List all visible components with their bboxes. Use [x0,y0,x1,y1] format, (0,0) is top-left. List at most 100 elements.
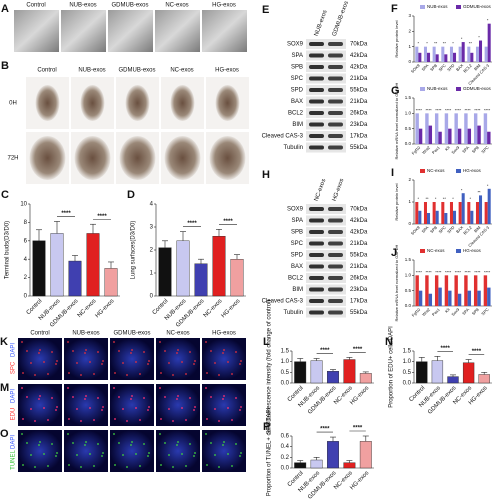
significance: ** [443,196,447,201]
bar [447,376,459,384]
signal [102,360,104,362]
signal [122,362,124,364]
bar [470,210,474,224]
y-axis-label: Proportion of TUNEL+ cells/DAPI [267,407,273,496]
signal [51,397,53,399]
blot-strip [306,227,346,237]
panel-letter: C [1,189,9,201]
protein-label: BIM [292,287,303,293]
x-tick-label: HG-exos [221,298,242,319]
signal [206,372,208,374]
significance: **** [472,349,482,355]
signal [126,466,128,468]
lung [164,136,201,180]
micrograph [64,384,108,426]
signal [21,433,23,435]
y-axis-label: Relative mRNA level normalized to GAPDH [394,244,399,321]
signal [72,396,74,398]
signal [85,349,87,351]
bar [461,193,465,224]
column-label: HG-exos [212,3,236,9]
y-tick-label: 0.5 [405,288,412,293]
signal [67,387,69,389]
blot-strip [306,142,346,153]
band [328,134,343,138]
signal [22,464,24,466]
signal [39,441,41,443]
significance: * [426,41,428,46]
x-tick-label: SPA [420,225,429,234]
significance: * [418,41,420,46]
signal [26,396,28,398]
micrograph [202,384,246,426]
channel-label: TUNEL [11,450,17,470]
channel-label: DAPI [11,343,17,357]
significance: **** [61,211,71,217]
bar [416,361,428,384]
signal [210,396,212,398]
signal [43,407,45,409]
x-tick-label: Fgf10 [411,144,422,155]
size-label: 26kDa [350,111,368,117]
column-label: NC-exos [170,68,193,74]
x-tick-label: BAX [455,225,464,234]
lung [215,85,240,121]
row-label: 72H [7,156,18,162]
signal [168,408,170,410]
signal [93,419,95,421]
bar [434,113,439,144]
signal [131,349,133,351]
blot-strip [306,284,346,295]
bar [479,195,483,224]
size-label: 42kDa [350,230,368,236]
signal [39,395,41,397]
protein-label: Cleaved CAS-3 [262,299,304,305]
significance: * [487,183,489,188]
size-label: 70kDa [350,42,368,48]
x-tick-label: Wnt2 [421,306,432,317]
signal [164,350,166,352]
band [328,230,343,234]
signal [194,406,196,408]
row-label: 0H [9,101,17,107]
protein-label: Tubulin [284,310,303,316]
panel-letter: A [1,3,9,15]
y-tick-label: 2 [150,248,154,254]
signal [122,408,124,410]
channel-label: DAPI [11,435,17,449]
size-label: 17kDa [350,134,368,140]
y-tick-label: 2 [408,177,411,182]
bar [464,113,468,144]
bar [444,213,448,224]
signal [185,373,187,375]
y-tick-label: 0.2 [281,455,290,461]
bar [427,213,431,224]
y-tick-label: 1.5 [281,349,290,355]
y-tick-label: 3 [150,225,154,231]
bar [310,360,323,384]
signal [147,409,149,411]
bar [467,290,472,306]
signal [118,396,120,398]
legend-label: NC-exos [427,248,445,253]
legend-label: HG-exos [463,168,482,173]
protein-label: SOX9 [287,207,304,213]
band [328,253,343,257]
bar [464,275,468,306]
significance: ** [434,41,438,46]
band [309,207,324,211]
signal [185,419,187,421]
band [328,207,343,211]
signal [101,363,103,365]
bar [435,210,439,224]
x-tick-label: SPD [446,225,455,234]
column-label: NUB-exos [69,3,96,9]
band [309,76,324,81]
column-label: Control [26,3,45,9]
signal [223,395,225,397]
blot-strip [306,215,346,226]
panel-letter: L [263,336,270,348]
micrograph [110,430,154,472]
signal [22,372,24,374]
